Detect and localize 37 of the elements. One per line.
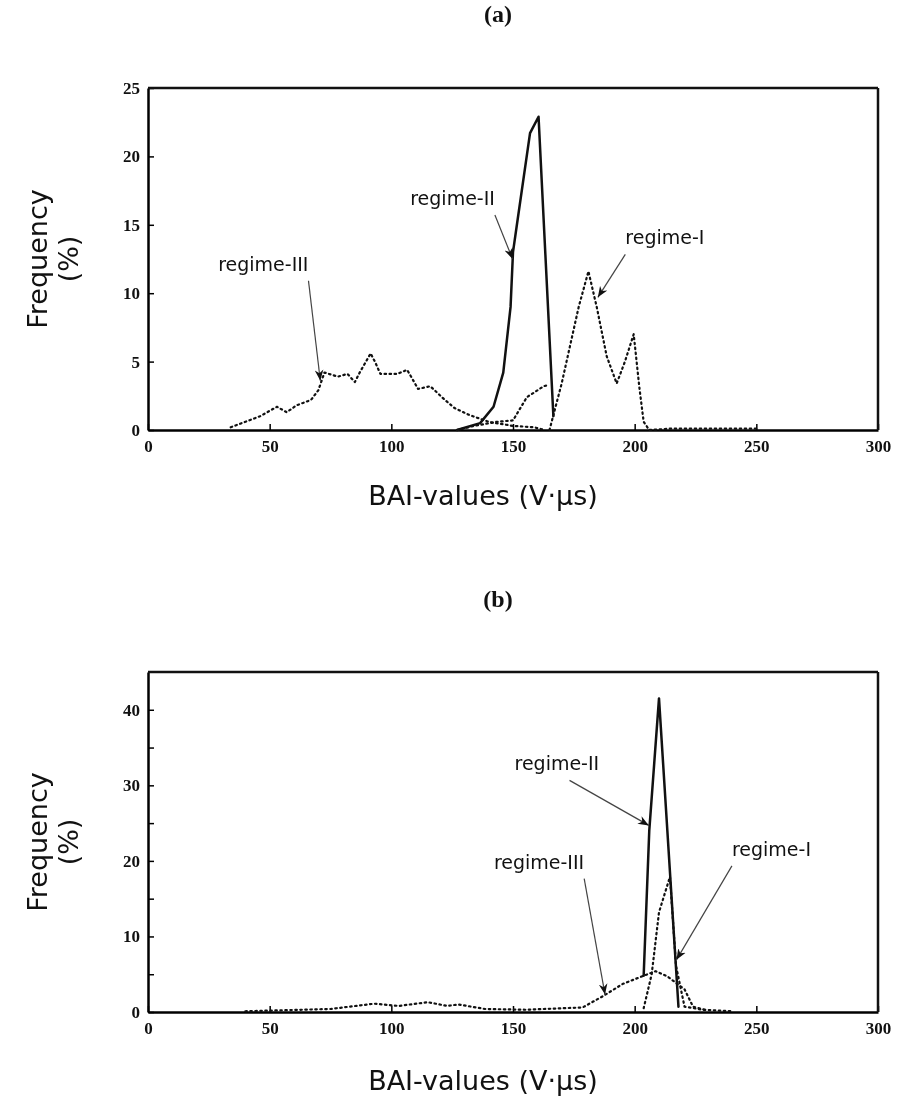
x-tick-label: 200	[622, 1019, 648, 1039]
annotation: regime-I	[625, 226, 705, 249]
x-tick-label: 150	[500, 1019, 527, 1039]
x-tick-label: 200	[622, 437, 648, 457]
x-tick-label: 250	[744, 437, 770, 457]
annotation: regime-III	[218, 252, 309, 275]
y-tick-label: 0	[131, 420, 140, 440]
y-axis-title: Frequency (%)	[22, 772, 85, 912]
chart-title: (b)	[483, 586, 513, 612]
x-axis-title: BAI-values (V·μs)	[368, 1065, 598, 1096]
x-tick-label: 50	[261, 1019, 279, 1039]
x-tick-label: 300	[865, 1019, 892, 1039]
annotation: regime-II	[514, 752, 600, 775]
x-tick-label: 100	[379, 437, 405, 457]
chart-title: (a)	[484, 1, 512, 27]
y-tick-label: 30	[123, 776, 140, 796]
annotation: regime-III	[493, 850, 585, 873]
x-tick-label: 50	[261, 437, 279, 457]
annotation: regime-I	[731, 837, 812, 860]
x-tick-label: 100	[379, 1019, 405, 1039]
y-axis-title: Frequency (%)	[22, 189, 85, 329]
y-tick-label: 0	[131, 1002, 140, 1022]
y-tick-label: 40	[123, 700, 140, 720]
y-tick-label: 20	[123, 147, 140, 167]
x-tick-label: 0	[144, 437, 153, 457]
x-axis-title: BAI-values (V·μs)	[368, 480, 598, 511]
y-tick-label: 5	[131, 352, 140, 372]
y-tick-label: 20	[123, 851, 140, 871]
y-tick-label: 10	[123, 927, 140, 947]
x-tick-label: 250	[744, 1019, 770, 1039]
x-tick-label: 0	[144, 1019, 153, 1039]
annotation: regime-II	[410, 187, 495, 209]
x-tick-label: 150	[500, 437, 527, 457]
x-tick-label: 300	[865, 437, 892, 457]
y-tick-label: 10	[123, 284, 140, 304]
y-tick-label: 25	[123, 78, 140, 98]
y-tick-label: 15	[123, 215, 140, 235]
